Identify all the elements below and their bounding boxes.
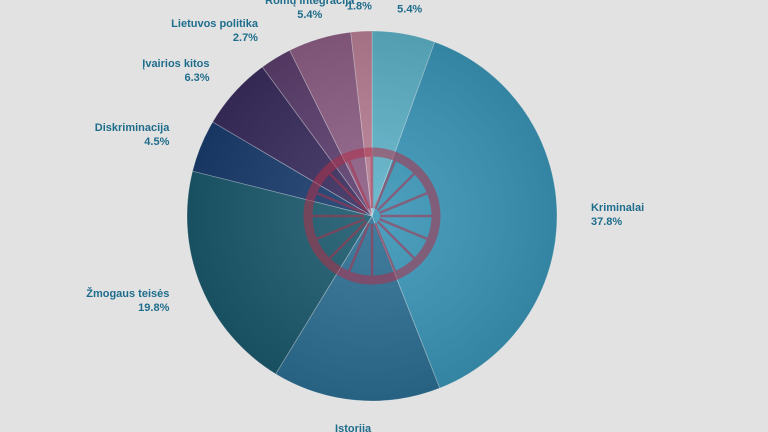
slice-label-romu-integracija: Romų integracija 5.4%: [265, 0, 355, 21]
slice-label-turizmas: Turizmas1.8%: [347, 0, 372, 12]
slice-value-lietuvos-politika: 2.7%: [233, 32, 258, 44]
slice-label-lietuvos-politika: Lietuvos politika 2.7%: [171, 18, 259, 44]
emblem-spoke: [347, 222, 371, 274]
roma-wheel-emblem: [303, 147, 441, 285]
emblem-spoke: [327, 171, 368, 212]
slice-name-kriminalai: Kriminalai: [591, 202, 644, 214]
emblem-spoke: [347, 158, 371, 210]
slice-name-lietuvos-politika: Lietuvos politika: [171, 18, 259, 30]
emblem-spoke: [373, 158, 397, 210]
slice-label-istorija: Istorija14.4%: [335, 423, 372, 432]
slice-value-ivairios-kitos: 6.3%: [184, 72, 209, 84]
pie-labels: Kultūra 5.4% Kriminalai 37.8% Istorija14.4% Ž…: [86, 0, 644, 432]
slice-name-zmogaus-teises: Žmogaus teisės: [86, 287, 169, 300]
slice-value-kriminalai: 37.8%: [591, 216, 622, 228]
emblem-spoke: [378, 191, 430, 215]
emblem-spoke: [373, 222, 397, 274]
emblem-spoke: [327, 220, 368, 261]
slice-value-diskriminacija: 4.5%: [144, 136, 169, 148]
slice-name-diskriminacija: Diskriminacija: [95, 122, 170, 134]
slice-name-istorija: Istorija: [335, 423, 372, 432]
slice-name-kultura: Kultūra: [390, 0, 429, 1]
slice-label-diskriminacija: Diskriminacija 4.5%: [95, 122, 170, 148]
emblem-spoke: [314, 217, 366, 241]
emblem-spoke: [314, 191, 366, 215]
slice-value-turizmas: 1.8%: [347, 0, 372, 12]
pie-slices: [186, 30, 558, 402]
slice-value-zmogaus-teises: 19.8%: [138, 302, 169, 314]
slice-label-kultura: Kultūra 5.4%: [390, 0, 429, 15]
slice-label-zmogaus-teises: Žmogaus teisės 19.8%: [86, 287, 169, 314]
emblem-spoke: [376, 171, 417, 212]
emblem-spoke: [378, 217, 430, 241]
slice-label-ivairios-kitos: Įvairios kitos 6.3%: [142, 58, 209, 84]
slice-value-kultura: 5.4%: [397, 3, 422, 15]
slice-name-ivairios-kitos: Įvairios kitos: [142, 58, 209, 70]
slice-label-kriminalai: Kriminalai 37.8%: [591, 202, 644, 228]
emblem-ring: [303, 147, 441, 285]
slice-name-romu-integracija: Romų integracija: [265, 0, 355, 7]
emblem-spoke: [376, 220, 417, 261]
slice-value-romu-integracija: 5.4%: [297, 9, 322, 21]
